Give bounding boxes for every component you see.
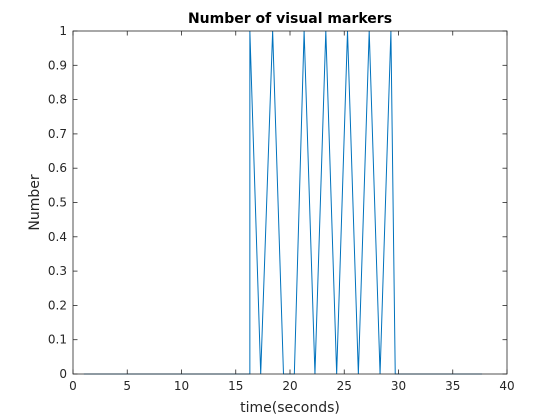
x-tick-label: 35 [445, 379, 460, 393]
ticks-layer: 0 5 10 15 20 25 30 35 40 0 0.1 0.2 0.3 0.4 0.5 0.6 0.7 0.… [48, 24, 515, 393]
y-tick-label: 0.8 [48, 93, 67, 107]
y-tick-label: 0 [59, 367, 67, 381]
y-tick-label: 0.1 [48, 333, 67, 347]
plot-area [73, 31, 507, 374]
y-tick-label: 0.5 [48, 196, 67, 210]
chart-title: Number of visual markers [188, 11, 392, 27]
x-tick-label: 30 [391, 379, 406, 393]
y-tick-label: 0.2 [48, 298, 67, 312]
y-tick-label: 1 [59, 24, 67, 38]
series-line-0 [83, 30, 483, 375]
y-tick-label: 0.4 [48, 230, 67, 244]
y-axis-label: Number [27, 174, 43, 230]
x-tick-label: 20 [282, 379, 297, 393]
x-axis-label: time(seconds) [240, 400, 340, 416]
y-tick-label: 0.9 [48, 58, 67, 72]
y-tick-label: 0.3 [48, 264, 67, 278]
x-tick-label: 10 [174, 379, 189, 393]
x-tick-label: 0 [69, 379, 77, 393]
x-tick-label: 40 [499, 379, 514, 393]
x-tick-label: 25 [337, 379, 352, 393]
x-tick-label: 5 [123, 379, 131, 393]
y-tick-label: 0.6 [48, 161, 67, 175]
y-tick-label: 0.7 [48, 127, 67, 141]
series-layer [83, 30, 483, 375]
x-tick-label: 15 [228, 379, 243, 393]
